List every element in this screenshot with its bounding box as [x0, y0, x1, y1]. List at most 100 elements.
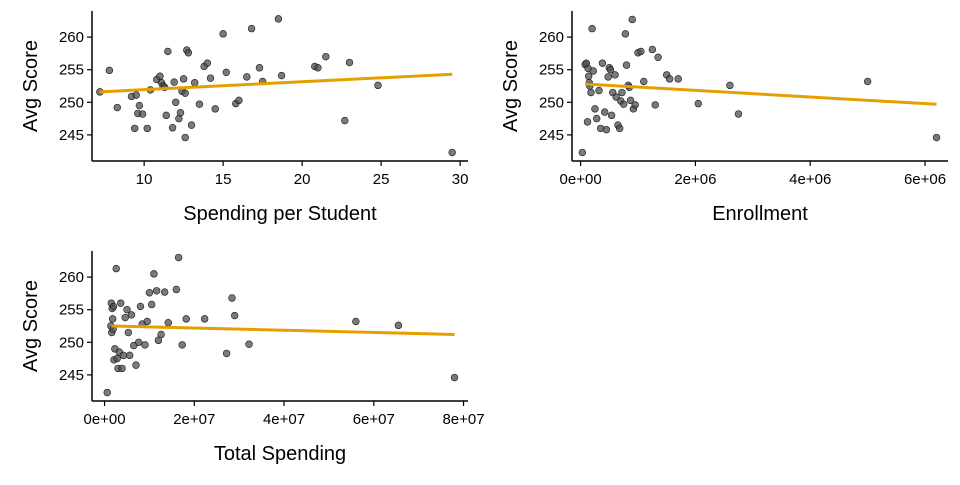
data-point [230, 311, 239, 320]
y-tick-label: 250 [59, 334, 84, 351]
data-point [341, 116, 349, 125]
data-point [117, 299, 125, 307]
x-axis-title: Total Spending [214, 443, 346, 465]
data-point [448, 148, 456, 157]
data-point [113, 103, 121, 112]
data-point [648, 45, 657, 54]
data-point [162, 111, 170, 120]
x-tick-label: 20 [294, 171, 311, 188]
data-point [314, 64, 322, 72]
data-point [277, 71, 286, 80]
data-point [187, 121, 196, 129]
data-point [184, 49, 193, 57]
data-point [172, 285, 181, 294]
data-point [450, 373, 459, 382]
y-tick-label: 260 [59, 29, 84, 46]
data-point [628, 15, 636, 24]
data-point [592, 114, 601, 123]
y-tick-label: 250 [59, 94, 84, 111]
y-axis-title: Avg Score [20, 280, 42, 372]
x-tick-label: 2e+07 [173, 411, 215, 428]
data-point [181, 89, 189, 97]
data-point [619, 100, 628, 108]
data-point [112, 264, 120, 273]
fit-line [99, 72, 453, 94]
data-point [587, 88, 595, 97]
data-point [694, 99, 702, 108]
data-point [130, 124, 139, 133]
data-point [206, 74, 215, 82]
y-tick-label: 245 [539, 127, 564, 144]
data-point [222, 68, 230, 77]
data-point [726, 81, 734, 90]
data-point [352, 317, 360, 326]
data-point [134, 338, 143, 347]
data-point [152, 287, 161, 295]
data-point [621, 30, 630, 38]
data-point [219, 30, 227, 38]
data-point [588, 24, 596, 33]
data-point [135, 101, 144, 110]
data-point [222, 349, 231, 358]
data-point [374, 81, 382, 90]
data-point [247, 24, 256, 33]
data-point [113, 354, 121, 363]
data-point [602, 125, 611, 134]
data-point [734, 110, 743, 118]
data-point [606, 65, 615, 74]
data-point [170, 78, 178, 86]
data-point [591, 105, 599, 113]
data-point [611, 71, 619, 79]
data-point [651, 101, 659, 109]
x-tick-label: 6e+06 [904, 171, 946, 188]
data-point [637, 47, 645, 56]
data-point [607, 111, 616, 120]
data-point [164, 47, 172, 56]
y-tick-label: 255 [59, 62, 84, 79]
data-point [674, 75, 682, 83]
data-point [640, 77, 648, 86]
data-point [103, 388, 111, 397]
scatter-panel-2: 245 250 255 260 0e+00 2e+06 4e+06 6e+06 Enrollme… [500, 11, 948, 225]
data-point [255, 64, 264, 72]
data-point [583, 118, 592, 126]
fit-line [585, 82, 937, 106]
x-tick-label: 0e+00 [560, 171, 602, 188]
data-point [394, 321, 403, 330]
data-point [123, 305, 131, 314]
data-point [274, 15, 283, 23]
data-point [243, 73, 251, 81]
data-point [145, 289, 154, 297]
scatter-panel-1: 245 250 255 260 10 15 20 25 30 Spending per Stude… [20, 11, 468, 225]
data-point [179, 75, 188, 83]
data-point [182, 315, 190, 323]
scatter-panel-3: 245 250 255 260 0e+00 2e+07 4e+07 6e+07 8e+07 Tot… [20, 251, 485, 465]
data-point [618, 88, 626, 97]
data-point [615, 124, 624, 133]
x-tick-label: 4e+06 [789, 171, 831, 188]
data-point [174, 253, 183, 262]
x-tick-label: 15 [215, 171, 232, 188]
data-point [143, 317, 151, 326]
data-point [863, 77, 872, 86]
data-point [119, 351, 128, 360]
data-point [109, 302, 118, 311]
data-point [136, 302, 145, 311]
data-point [654, 53, 662, 62]
data-point [157, 330, 165, 339]
data-point [172, 98, 180, 107]
data-point [631, 101, 639, 109]
data-point [195, 100, 204, 108]
data-point [178, 341, 186, 349]
data-point [118, 364, 126, 373]
x-tick-label: 0e+00 [83, 411, 125, 428]
data-point [181, 133, 189, 142]
x-axis-title: Spending per Student [183, 203, 377, 225]
data-point [132, 361, 140, 369]
fit-line [111, 324, 455, 336]
data-point [105, 66, 114, 75]
data-point [176, 109, 185, 117]
x-tick-label: 4e+07 [263, 411, 305, 428]
